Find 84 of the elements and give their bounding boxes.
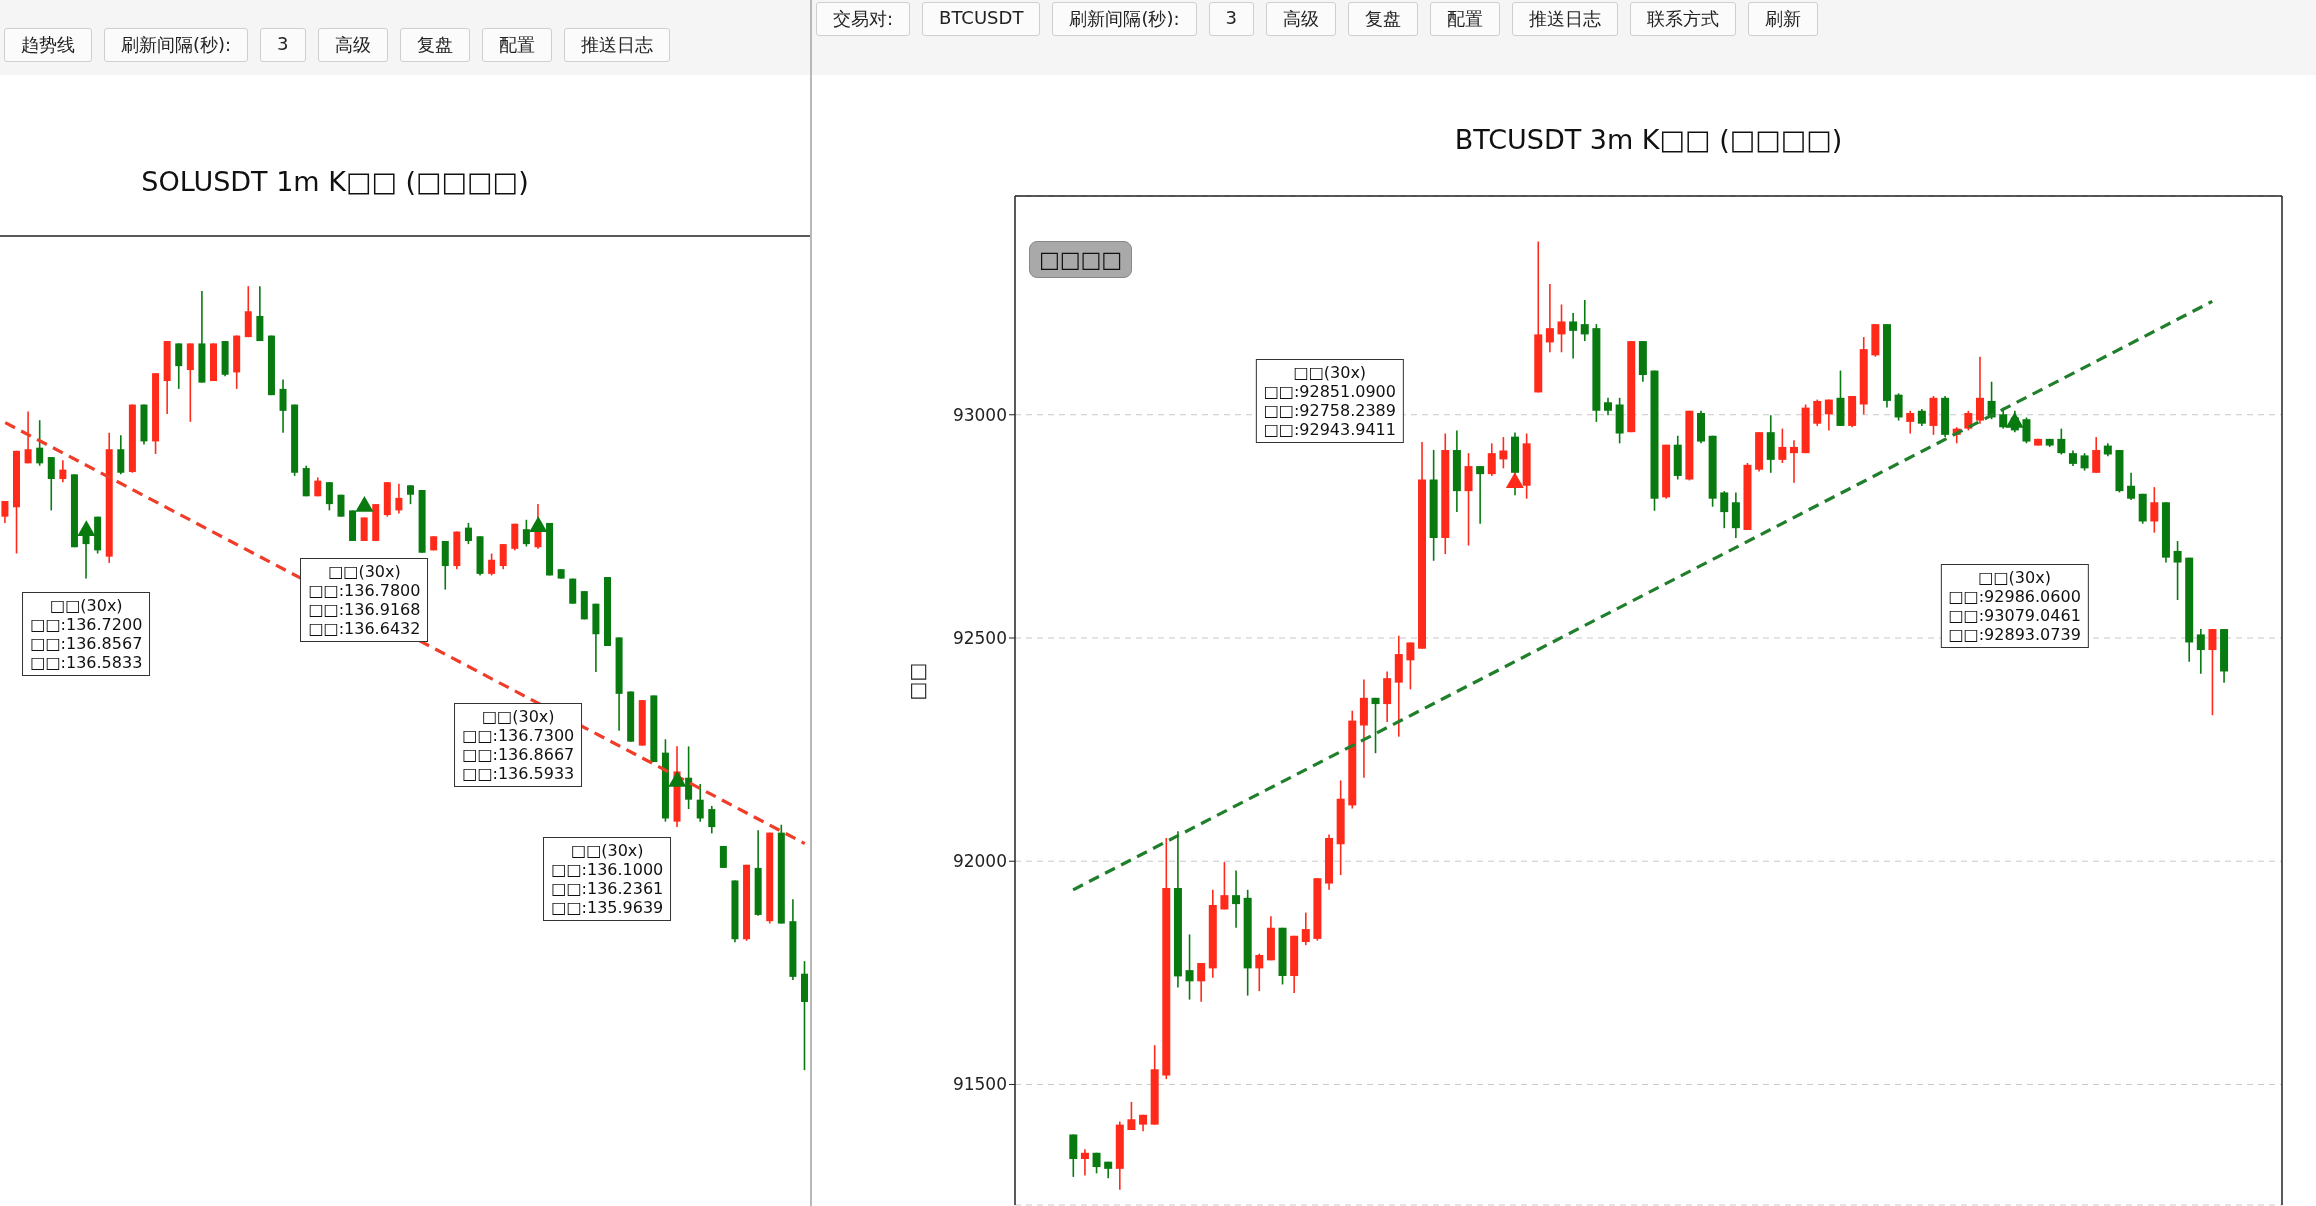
candlestick [59,459,67,483]
point [529,516,548,533]
text: □□□□ [1029,241,1133,278]
text: 推送日志 [1511,2,1618,36]
candlestick [2092,436,2101,474]
candlestick [1975,355,1984,425]
candlestick [2057,427,2066,456]
y-tick-label: 92500 [952,628,1007,649]
candlestick [696,783,704,823]
annotation: □□(30x) □□:92851.0900 □□:92758.2389 □□:92943.9411 [1263,363,1396,440]
candlestick [47,456,55,512]
candlestick [1406,641,1415,691]
candlestick [1778,427,1787,464]
candlestick [1580,299,1589,342]
text: 联系方式 [1629,2,1736,36]
candlestick [499,543,507,570]
text: 趋势线 [4,28,92,62]
text: BTCUSDT [922,2,1041,36]
y-tick-label: 92000 [952,851,1007,872]
text: 交易对: [816,2,911,36]
candlestick [488,552,496,577]
text: 高级 [317,28,388,62]
y-tick-label: 91500 [952,1074,1007,1095]
point [355,495,374,512]
candlestick [1185,933,1194,1001]
text: 复盘 [1347,2,1418,36]
candlestick [360,516,368,542]
candlestick [1813,398,1822,427]
y-tick-label: 93000 [952,404,1007,425]
text: 刷新间隔(秒): [1052,2,1197,36]
text: 高级 [1265,2,1336,36]
candlestick [1906,409,1915,435]
candlestick [1894,392,1903,422]
chart-title: SOLUSDT 1m K□□ (□□□□) [141,166,529,197]
candlestick [1197,962,1206,1003]
candlestick [1232,869,1241,929]
candlestick [279,378,287,434]
point [77,520,96,536]
candlestick [1824,398,1833,432]
text: 复盘 [399,28,470,62]
candlestick [1720,490,1729,529]
candlestick [1499,436,1508,470]
candlestick [1557,303,1566,354]
candlestick [1569,312,1578,360]
text: 刷新间隔(秒): [104,28,249,62]
annotation: □□(30x) □□:136.7300 □□:136.8667 □□:136.5933 [462,707,575,784]
candlestick [1255,952,1264,992]
text: 3 [1208,2,1254,36]
text: 配置 [481,28,552,62]
y-axis-title: □□ [905,662,930,701]
candlestick [1220,861,1229,911]
candlestick [464,522,472,545]
text: 刷新 [1747,2,1818,36]
annotation: □□(30x) □□:136.7800 □□:136.9168 □□:136.6432 [308,561,421,638]
candlestick [1301,911,1310,946]
candlestick [117,434,125,476]
candlestick [175,342,183,390]
candlestick [24,410,32,465]
candlestick [1476,465,1485,525]
candlestick [36,419,44,467]
text: 推送日志 [563,28,670,62]
candlestick [2173,540,2182,601]
annotation: □□(30x) □□:136.1000 □□:136.2361 □□:135.9639 [551,841,664,918]
annotation: □□(30x) □□:136.7200 □□:136.8567 □□:136.5833 [30,596,143,673]
candlestick [1080,1148,1089,1177]
text: 配置 [1429,2,1500,36]
text: 3 [260,28,306,62]
candlestick [325,481,333,512]
candlestick [395,482,403,515]
candlestick [1964,409,1973,432]
candlestick [2127,472,2136,501]
candlestick [2196,628,2205,675]
candlestick [1545,283,1554,354]
chart-title: BTCUSDT 3m K□□ (□□□□) [1454,124,1843,155]
candlestick [1127,1101,1136,1131]
candlestick [708,805,716,835]
candlestick [1371,697,1380,754]
candlestick [407,484,414,505]
candlestick [1487,442,1496,477]
point [668,771,687,787]
candlestick [2208,628,2217,717]
candlestick [2150,486,2159,534]
annotation: □□(30x) □□:92986.0600 □□:93079.0461 □□:92893.0739 [1948,568,2081,645]
candlestick [1789,439,1798,484]
